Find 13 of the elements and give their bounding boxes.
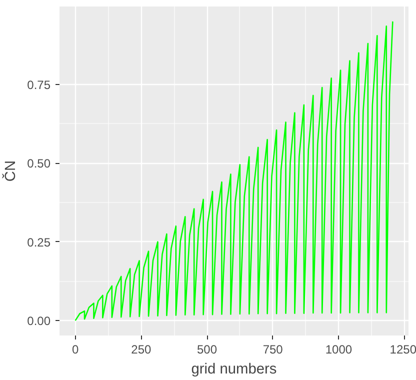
x-tick-label: 0 [72,342,79,356]
x-tick-label: 500 [196,342,218,356]
x-tick-label: 1000 [325,342,352,356]
y-tick-label: 0.50 [27,156,51,171]
line-series [74,20,394,322]
y-tick-label: 0.25 [27,235,51,250]
x-tick-label: 750 [262,342,284,356]
y-axis-title: ČN [2,160,20,182]
x-axis-title: grid numbers [191,362,277,378]
x-tick-label: 250 [131,342,152,356]
y-tick-label: 0.00 [27,314,51,328]
y-tick-label: 0.75 [27,78,51,92]
x-tick-label: 1250 [390,342,416,356]
